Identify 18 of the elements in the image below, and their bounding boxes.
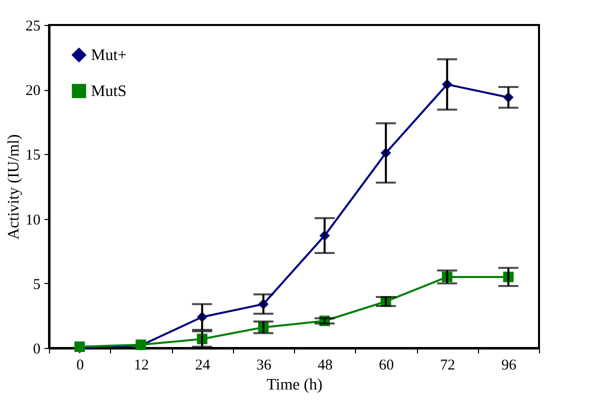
y-tick-label: 0	[33, 342, 40, 358]
x-tick-label: 48	[318, 358, 333, 374]
x-tick-label: 72	[440, 358, 456, 374]
y-tick-label: 5	[33, 276, 40, 293]
y-tick-label: 10	[26, 212, 40, 228]
x-tick-label: 96	[501, 358, 517, 374]
y-tick-label: 25	[26, 18, 40, 34]
y-tick-label: 20	[26, 83, 40, 100]
x-tick-label: 0	[76, 358, 84, 374]
x-tick-label: 60	[378, 358, 394, 374]
x-tick-label: 24	[195, 358, 211, 374]
legend-label: Mut+	[91, 47, 127, 64]
x-tick-label: 12	[134, 358, 149, 374]
y-axis-title: Activity (IU/ml)	[6, 134, 22, 240]
y-tick-label: 15	[26, 148, 40, 164]
x-tick-label: 36	[256, 358, 272, 374]
x-axis-title: Time (h)	[266, 376, 322, 394]
legend-label: MutS	[91, 83, 127, 100]
